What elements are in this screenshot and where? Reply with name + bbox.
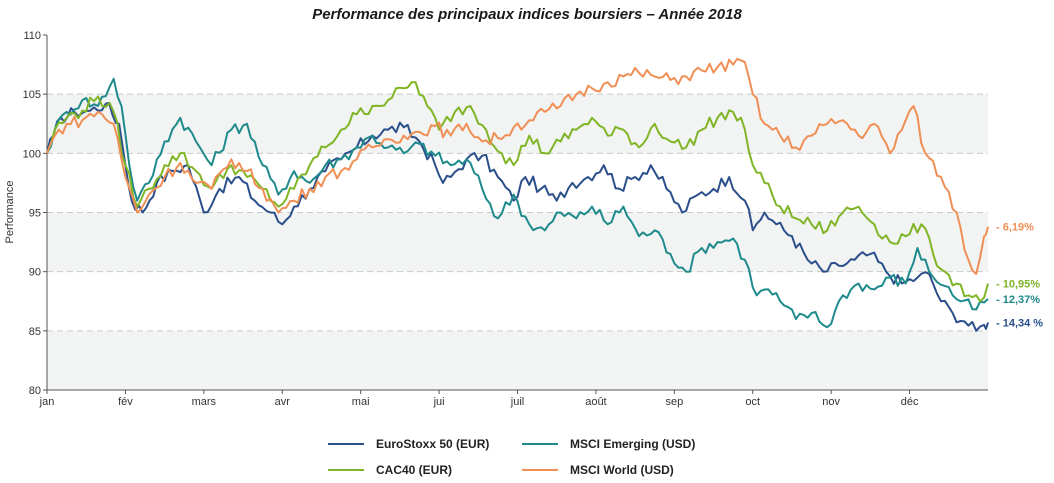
shaded-band [47,330,988,390]
y-tick-labels: 80 85 90 95 100 105 110 [23,30,47,397]
x-tick-label: mars [192,396,217,408]
x-tick-label: juil [510,396,524,408]
background-bands [47,94,988,390]
series-lines [46,57,989,332]
series-line [46,77,989,329]
x-tick-label: déc [901,396,919,408]
x-tick-labels: jan fév mars avr mai jui juil août sep oct nov déc [39,390,919,408]
x-tick-label: sep [665,396,683,408]
legend-label: MSCI Emerging (USD) [570,437,696,451]
series-line [46,102,989,332]
x-tick-label: avr [275,396,291,408]
legend-item-msci-emerging: MSCI Emerging (USD) [522,437,695,451]
x-tick-label: fév [118,396,133,408]
series-end-labels: - 14,34 % - 12,37% - 10,95% - 6,19% [996,222,1043,330]
series-end-label: - 6,19% [996,222,1034,234]
legend-item-cac40: CAC40 (EUR) [328,463,452,477]
chart-title: Performance des principaux indices bours… [312,6,742,23]
y-axis-label: Performance [4,181,16,244]
legend-swatch [522,443,558,445]
y-tick-label: 80 [29,385,41,397]
series-end-label: - 14,34 % [996,318,1043,330]
legend-label: EuroStoxx 50 (EUR) [376,437,490,451]
x-tick-label: mai [352,396,370,408]
y-tick-label: 90 [29,267,41,279]
legend-swatch [522,469,558,471]
x-tick-label: nov [822,396,840,408]
x-tick-label: jan [39,396,55,408]
series-line [46,57,989,275]
y-tick-label: 85 [29,326,41,338]
legend-label: CAC40 (EUR) [376,463,453,477]
y-tick-label: 95 [29,208,41,220]
legend-swatch [328,443,364,445]
series-end-label: - 12,37% [996,294,1040,306]
y-tick-label: 110 [23,30,41,42]
y-tick-label: 105 [23,89,41,101]
series-end-label: - 10,95% [996,279,1040,291]
x-tick-label: jui [433,396,445,408]
x-tick-label: oct [745,396,760,408]
legend-swatch [328,469,364,471]
series-line [46,81,989,303]
legend-item-msci-world: MSCI World (USD) [522,463,674,477]
gridlines [47,93,988,332]
x-tick-label: août [585,396,606,408]
legend-item-eurostoxx: EuroStoxx 50 (EUR) [328,437,489,451]
legend-label: MSCI World (USD) [570,463,674,477]
y-tick-label: 100 [23,148,41,160]
